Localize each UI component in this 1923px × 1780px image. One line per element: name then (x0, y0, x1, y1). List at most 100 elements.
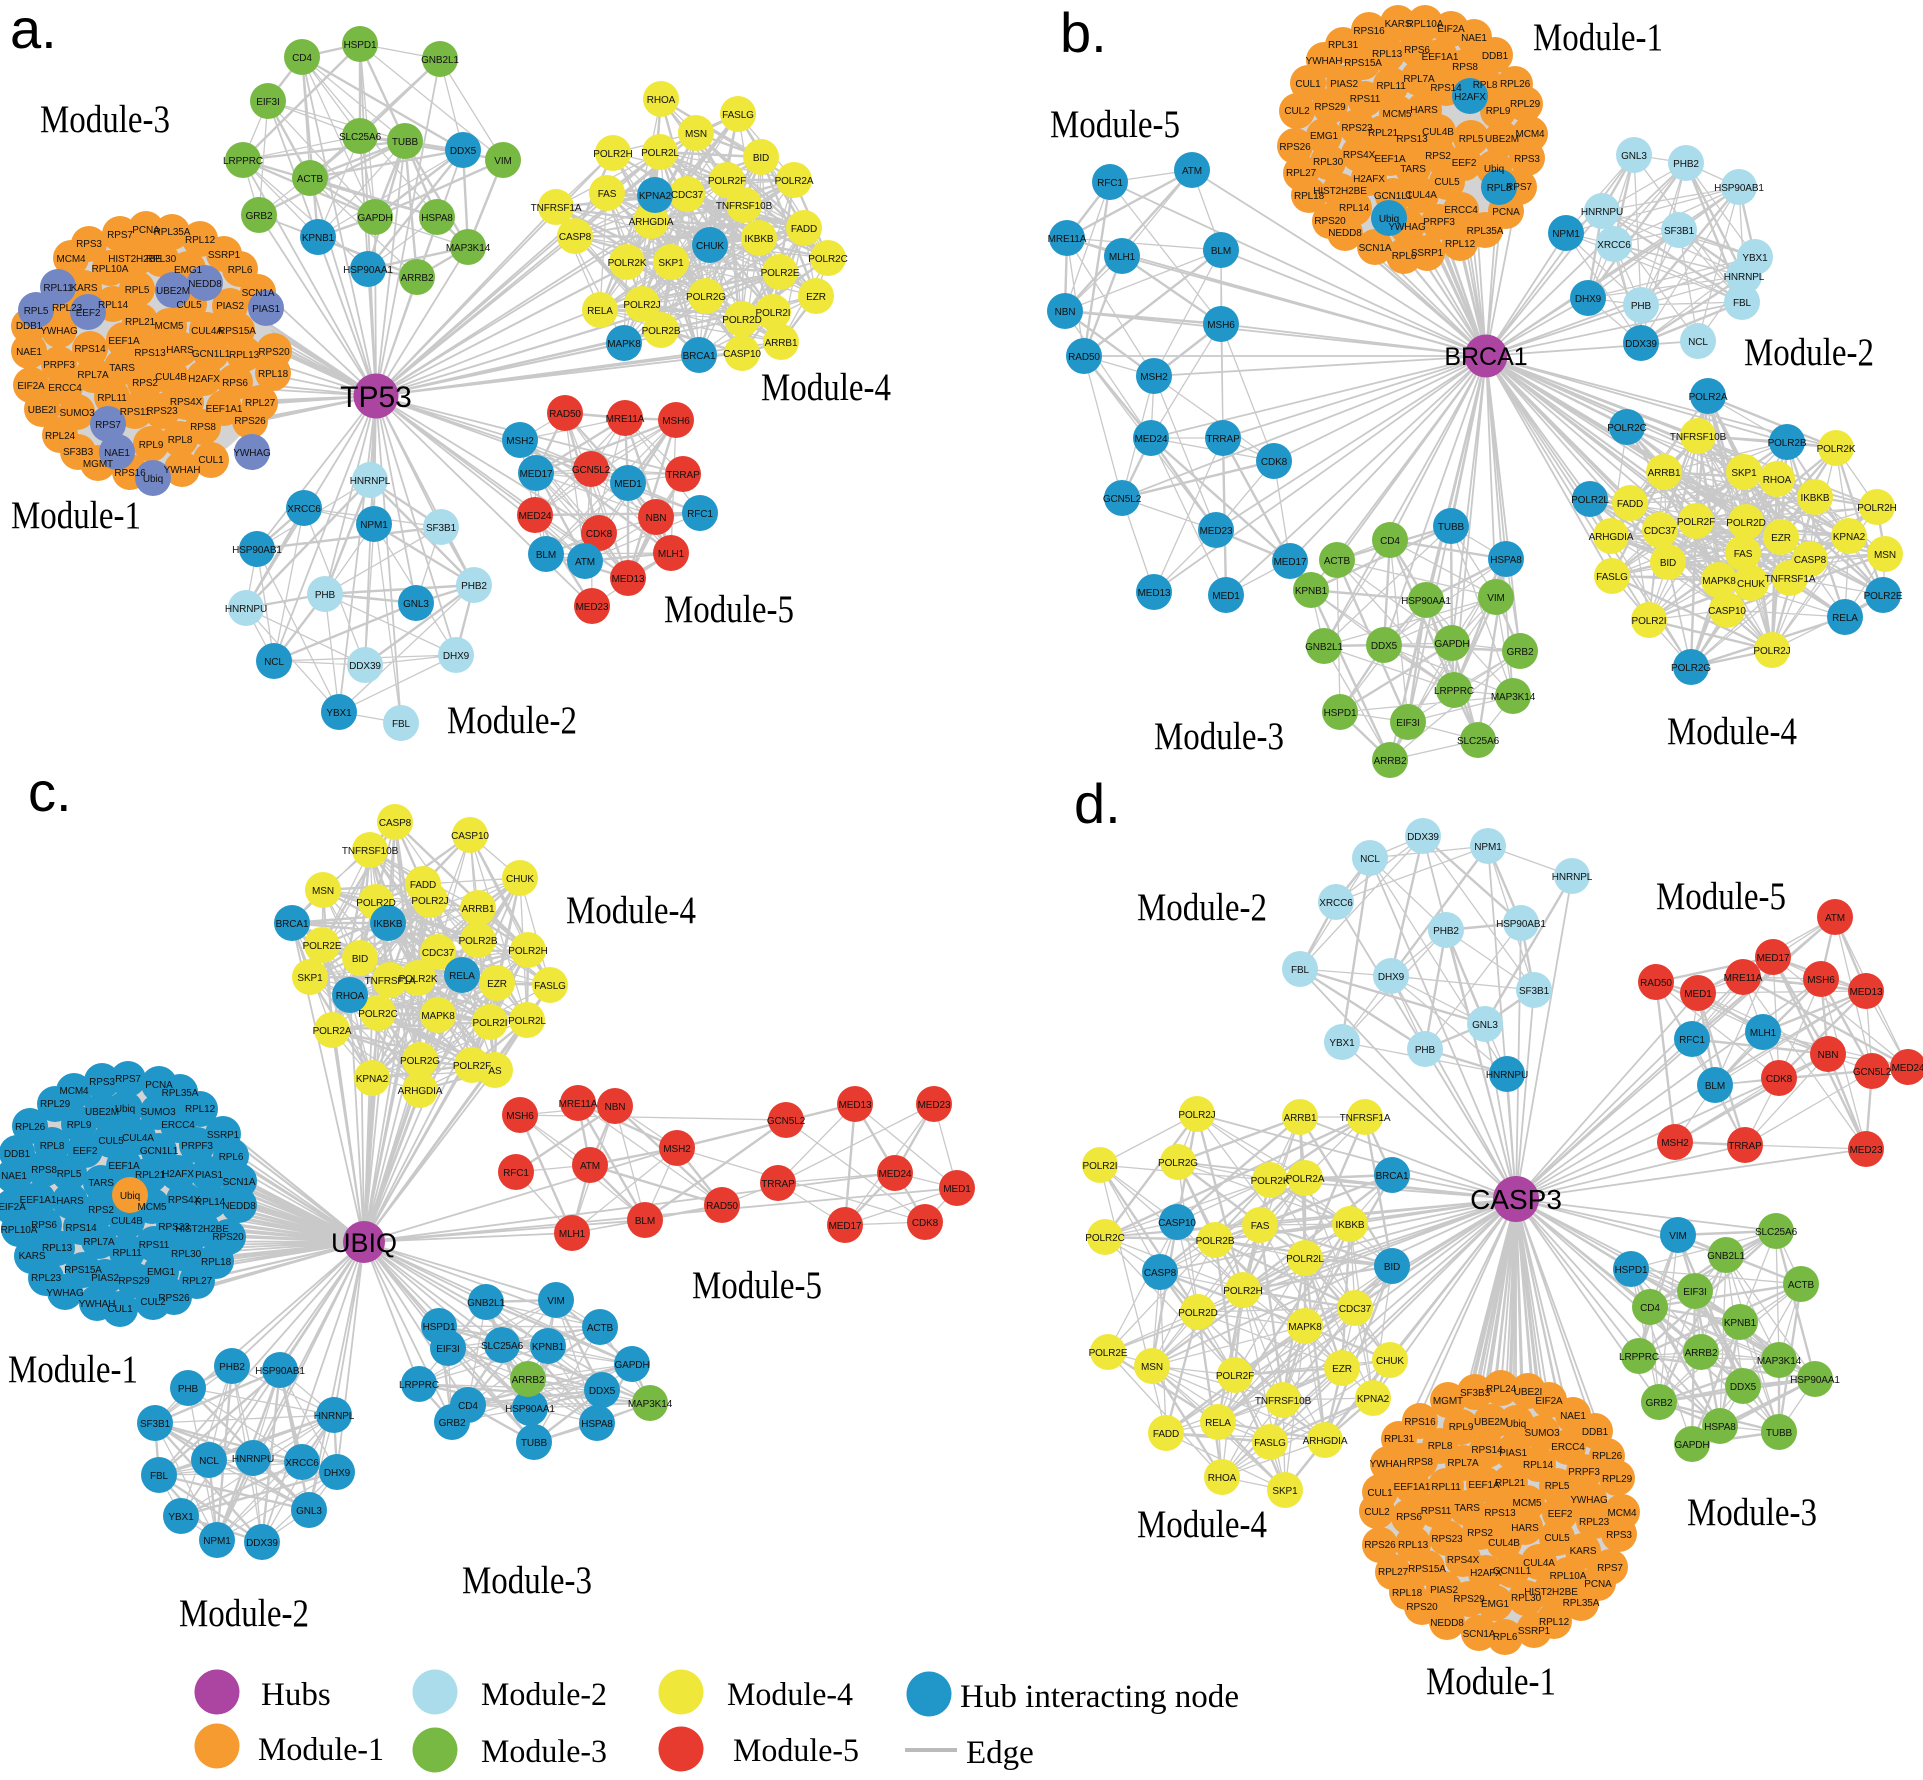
svg-text:TNFRSF10B: TNFRSF10B (1670, 432, 1727, 443)
svg-text:POLR2H: POLR2H (1857, 503, 1896, 514)
svg-text:EIF3I: EIF3I (1396, 718, 1419, 729)
svg-text:LRPPRC: LRPPRC (399, 1380, 439, 1391)
svg-text:CUL2: CUL2 (1364, 1507, 1390, 1518)
svg-text:RHOA: RHOA (1208, 1473, 1237, 1484)
svg-text:HNRNPL: HNRNPL (1552, 872, 1593, 883)
svg-text:PIAS1: PIAS1 (252, 304, 280, 315)
svg-text:RPS11: RPS11 (1421, 1506, 1452, 1517)
svg-text:RFC1: RFC1 (503, 1168, 529, 1179)
svg-text:POLR2A: POLR2A (775, 176, 814, 187)
svg-text:MED17: MED17 (1274, 557, 1307, 568)
svg-text:d.: d. (1074, 772, 1121, 835)
svg-text:POLR2A: POLR2A (313, 1026, 352, 1037)
svg-text:POLR2K: POLR2K (399, 974, 438, 985)
svg-text:TNFRSF1A: TNFRSF1A (365, 976, 416, 987)
svg-text:RPL11: RPL11 (1376, 81, 1406, 92)
svg-text:CUL4A: CUL4A (1405, 190, 1437, 201)
svg-text:DHX9: DHX9 (1575, 294, 1602, 305)
svg-text:RAD50: RAD50 (1640, 978, 1672, 989)
svg-text:CHUK: CHUK (696, 241, 724, 252)
svg-text:EIF3I: EIF3I (1683, 1287, 1706, 1298)
svg-text:POLR2E: POLR2E (1864, 591, 1903, 602)
svg-text:RPL30: RPL30 (1313, 157, 1344, 168)
svg-text:RPS15A: RPS15A (1344, 58, 1382, 69)
svg-text:HARS: HARS (1511, 1523, 1539, 1534)
svg-text:HSP90AB1: HSP90AB1 (255, 1366, 305, 1377)
svg-text:POLR2G: POLR2G (400, 1056, 440, 1067)
svg-text:SLC25A6: SLC25A6 (339, 132, 382, 143)
svg-text:RPL27: RPL27 (245, 398, 276, 409)
svg-text:CASP8: CASP8 (1794, 555, 1827, 566)
svg-text:SF3B1: SF3B1 (426, 523, 457, 534)
svg-text:RPS3: RPS3 (1606, 1530, 1632, 1541)
svg-text:RPL26: RPL26 (1592, 1451, 1623, 1462)
svg-text:GNB2L1: GNB2L1 (467, 1298, 505, 1309)
svg-text:POLR2I: POLR2I (1632, 616, 1667, 627)
svg-text:POLR2A: POLR2A (1689, 392, 1728, 403)
svg-text:RPS20: RPS20 (1406, 1602, 1438, 1613)
svg-text:TRRAP: TRRAP (1728, 1141, 1762, 1152)
svg-text:MSH6: MSH6 (1807, 975, 1835, 986)
svg-text:HSPD1: HSPD1 (344, 40, 377, 51)
svg-text:MED17: MED17 (520, 469, 553, 480)
svg-text:HSP90AA1: HSP90AA1 (343, 265, 393, 276)
svg-text:RPL9: RPL9 (1486, 106, 1511, 117)
svg-text:FADD: FADD (1153, 1429, 1179, 1440)
svg-text:CUL4B: CUL4B (1488, 1538, 1520, 1549)
svg-text:PCNA: PCNA (132, 225, 160, 236)
svg-text:CDC37: CDC37 (1339, 1304, 1372, 1315)
svg-text:KARS: KARS (1570, 1546, 1597, 1557)
svg-text:CDC37: CDC37 (422, 948, 455, 959)
svg-text:POLR2F: POLR2F (1216, 1371, 1254, 1382)
svg-text:PIAS2: PIAS2 (1430, 1585, 1458, 1596)
svg-text:VIM: VIM (1487, 593, 1504, 604)
svg-text:DHX9: DHX9 (1378, 972, 1405, 983)
svg-text:Module-1: Module-1 (8, 1348, 138, 1391)
svg-text:RPS6: RPS6 (1404, 45, 1430, 56)
svg-text:LRPPRC: LRPPRC (223, 156, 263, 167)
svg-text:FAS: FAS (1251, 1221, 1270, 1232)
svg-text:Module-1: Module-1 (11, 494, 141, 537)
svg-text:ACTB: ACTB (1324, 556, 1351, 567)
svg-text:UBIQ: UBIQ (331, 1228, 397, 1258)
svg-text:HNRNPU: HNRNPU (232, 1454, 274, 1465)
svg-text:RPL18: RPL18 (1294, 191, 1325, 202)
svg-text:RPS8: RPS8 (1452, 62, 1478, 73)
svg-text:RPS14: RPS14 (65, 1223, 97, 1234)
svg-text:RPL27: RPL27 (182, 1276, 213, 1287)
svg-text:SCN1A: SCN1A (1359, 243, 1392, 254)
svg-text:RPS13: RPS13 (1484, 1508, 1516, 1519)
svg-text:RPL23: RPL23 (1579, 1517, 1610, 1528)
svg-text:CHUK: CHUK (1737, 579, 1765, 590)
svg-text:RPS26: RPS26 (158, 1293, 190, 1304)
svg-text:YWHAG: YWHAG (46, 1288, 84, 1299)
svg-text:NAE1: NAE1 (1, 1171, 27, 1182)
svg-text:RPS23: RPS23 (1341, 123, 1373, 134)
svg-text:RPL14: RPL14 (98, 300, 129, 311)
svg-text:MED17: MED17 (1757, 953, 1790, 964)
svg-text:PHB2: PHB2 (1433, 926, 1459, 937)
svg-text:YWHAH: YWHAH (1370, 1459, 1407, 1470)
svg-text:RPS3: RPS3 (76, 239, 102, 250)
svg-text:RPL12: RPL12 (185, 235, 216, 246)
svg-text:VIM: VIM (494, 156, 511, 167)
svg-text:SKP1: SKP1 (297, 973, 323, 984)
svg-text:NAE1: NAE1 (104, 448, 130, 459)
svg-text:YBX1: YBX1 (1329, 1038, 1355, 1049)
svg-text:RPS7: RPS7 (1597, 1563, 1623, 1574)
svg-text:RPS14: RPS14 (1430, 83, 1462, 94)
svg-text:RELA: RELA (1205, 1418, 1231, 1429)
svg-text:IKBKB: IKBKB (374, 919, 403, 930)
svg-text:EMG1: EMG1 (147, 1267, 175, 1278)
svg-text:GRB2: GRB2 (1507, 647, 1534, 658)
svg-text:MED23: MED23 (918, 1100, 951, 1111)
svg-text:RPL5: RPL5 (24, 306, 49, 317)
svg-text:POLR2L: POLR2L (1286, 1254, 1324, 1265)
svg-text:RPS7: RPS7 (95, 420, 121, 431)
svg-text:PHB: PHB (1415, 1045, 1436, 1056)
svg-text:HSP90AA1: HSP90AA1 (1790, 1375, 1840, 1386)
svg-text:DDX39: DDX39 (1625, 339, 1657, 350)
svg-text:BRCA1: BRCA1 (683, 351, 716, 362)
svg-text:GCN5L2: GCN5L2 (767, 1116, 806, 1127)
svg-text:HARS: HARS (1410, 105, 1438, 116)
